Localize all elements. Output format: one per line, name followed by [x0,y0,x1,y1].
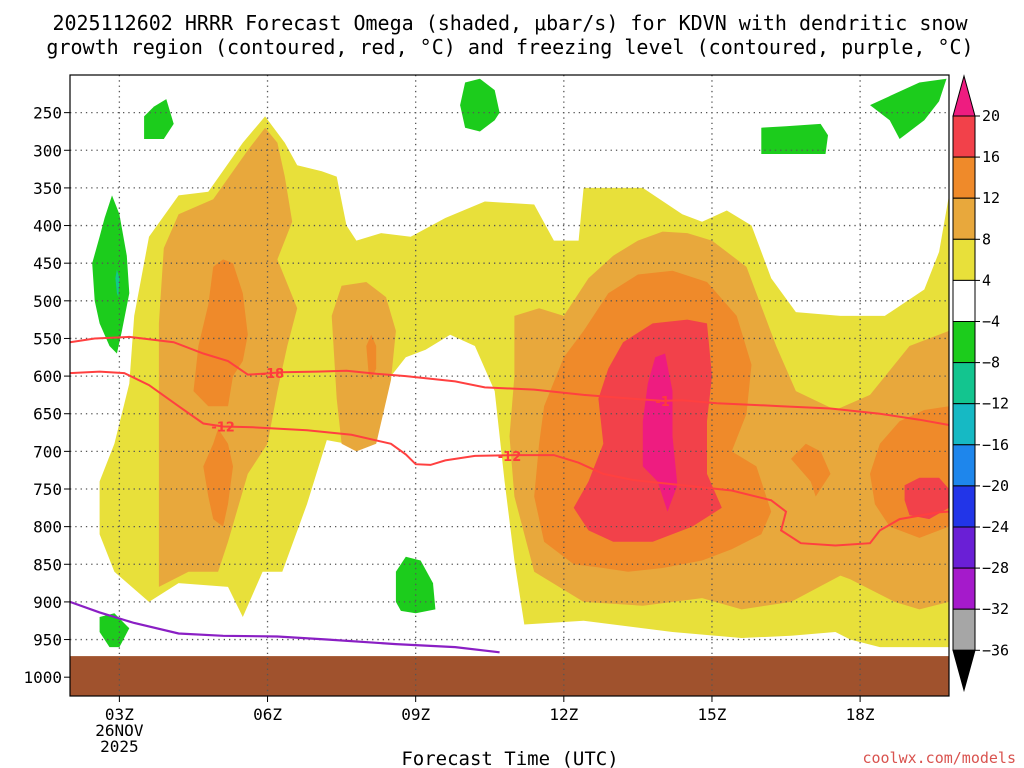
colorbar-label-1: 16 [982,148,1000,166]
contour-label-0: -18 [261,367,285,382]
y-tick-label-650: 650 [33,405,62,424]
colorbar-label-10: −24 [982,518,1009,536]
colorbar-bottom-arrow [952,649,976,693]
contour-label-text-2: -12 [498,450,522,465]
x-axis-label: Forecast Time (UTC) [401,748,618,768]
ground-band [70,656,949,696]
omega-region-16 [460,78,500,132]
colorbar-swatch-4 [952,238,976,281]
contour-label-2: -12 [498,450,522,465]
colorbar-label-8: −16 [982,436,1009,454]
y-tick-label-700: 700 [33,442,62,461]
x-tick-label-18Z: 18Z [846,705,875,724]
colorbar-swatch-2 [952,156,976,199]
y-tick-label-250: 250 [33,104,62,123]
colorbar-swatch-10 [952,485,976,528]
colorbar-label-7: −12 [982,395,1009,413]
contour-label-text-3: -1 [655,395,669,410]
y-tick-label-350: 350 [33,179,62,198]
y-tick-label-1000: 1000 [23,668,62,687]
omega-region-11 [904,477,949,520]
axes: 250 300 350 400 450 500 550 600 650 700 750 800 850 9… [23,74,950,756]
chart-title-line-2: growth region (contoured, red, °C) and f… [46,35,973,59]
y-tick-label-450: 450 [33,254,62,273]
colorbar-label-13: −36 [982,641,1009,659]
y-tick-label-600: 600 [33,367,62,386]
colorbar-label-6: −8 [982,354,1000,372]
y-tick-label-800: 800 [33,518,62,537]
x-year-label: 2025 [100,737,139,756]
grid-lines [70,75,949,696]
y-tick-label-850: 850 [33,555,62,574]
omega-region-2 [331,282,396,452]
colorbar-swatch-9 [952,444,976,487]
y-tick-label-950: 950 [33,631,62,650]
omega-region-8 [791,443,831,497]
colorbar-swatch-1 [952,115,976,158]
colorbar-label-5: −4 [982,313,1000,331]
colorbar-swatch-12 [952,567,976,610]
colorbar-swatch-8 [952,403,976,446]
y-tick-label-550: 550 [33,329,62,348]
omega-region-14 [115,269,120,298]
chart-title-line-1: 2025112602 HRRR Forecast Omega (shaded, … [52,11,968,35]
colorbar-swatch-3 [952,197,976,240]
credit-link[interactable]: coolwx.com/models [862,749,1016,767]
omega-region-18 [870,78,947,139]
y-tick-label-400: 400 [33,217,62,236]
colorbar-swatch-7 [952,362,976,405]
freezing-level-contour [69,600,500,654]
contour-label-text-0: -18 [261,367,285,382]
x-tick-label-03Z: 03Z [105,705,134,724]
colorbar-swatch-11 [952,526,976,569]
colorbar-swatch-6 [952,321,976,364]
colorbar-label-0: 20 [982,107,1000,125]
dgz-contour--12 [69,370,950,547]
omega-region-17 [761,123,828,154]
colorbar-top-arrow [952,74,976,117]
plot-frame [69,74,950,697]
colorbar-label-9: −20 [982,477,1009,495]
omega-region-5 [203,428,233,527]
y-tick-label-500: 500 [33,292,62,311]
omega-region-6 [366,334,377,380]
colorbar-label-2: 12 [982,189,1000,207]
dgz-contour--18 [69,335,950,426]
contour-label-3: -1 [655,395,669,410]
x-tick-label-09Z: 09Z [401,705,430,724]
plot-area: -18 -12 -12 -1 [69,75,950,696]
omega-region-15 [144,99,174,139]
contour-label-text-1: -12 [211,421,235,436]
contour-label-1: -12 [211,421,235,436]
omega-region-20 [99,613,130,648]
colorbar-swatch-5 [952,279,976,322]
omega-region-12 [642,353,678,512]
colorbar: 20 16 12 8 4 −4 −8 −12 −16 −20 −24 −28 −32 −36 [952,74,1009,693]
x-tick-label-15Z: 15Z [698,705,727,724]
y-tick-label-300: 300 [33,141,62,160]
x-tick-label-12Z: 12Z [549,705,578,724]
x-tick-label-06Z: 06Z [253,705,282,724]
y-tick-label-900: 900 [33,593,62,612]
colorbar-label-11: −28 [982,559,1009,577]
colorbar-label-4: 4 [982,271,991,289]
colorbar-swatch-13 [952,608,976,651]
colorbar-label-12: −32 [982,600,1009,618]
y-tick-label-750: 750 [33,480,62,499]
colorbar-label-3: 8 [982,230,991,248]
x-date-label: 26NOV [95,721,144,740]
omega-region-4 [193,259,248,407]
